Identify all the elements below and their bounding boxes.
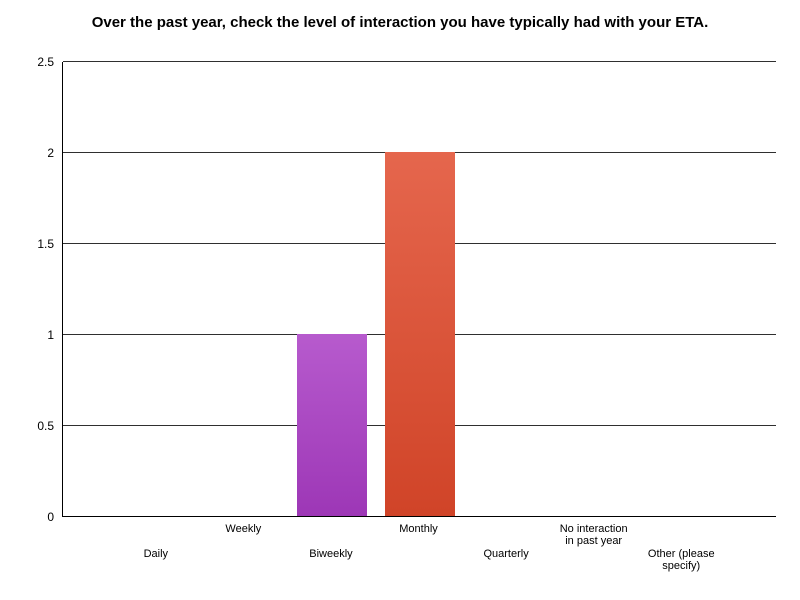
bar-slot: [288, 62, 376, 517]
x-axis-cell: Other (please specify): [637, 517, 725, 572]
x-axis-label: Biweekly: [309, 548, 353, 560]
bar: [384, 152, 455, 516]
x-axis-cell: Biweekly: [287, 517, 375, 572]
bar-slot: [376, 62, 464, 517]
y-axis-label: 2.5: [37, 55, 54, 69]
x-axis-cell: Quarterly: [462, 517, 550, 572]
x-axis-cell: Weekly: [200, 517, 288, 572]
y-axis-label: 0.5: [37, 419, 54, 433]
y-axis-label: 1: [47, 328, 54, 342]
y-axis-label: 2: [47, 146, 54, 160]
x-axis-cell: Daily: [112, 517, 200, 572]
bar-slot: [113, 62, 201, 517]
x-axis-cell: No interaction in past year: [550, 517, 638, 572]
x-axis-labels: Daily Weekly Biweekly Monthly Quarterly No in…: [62, 517, 775, 572]
bar: [296, 334, 367, 516]
x-axis-label: Quarterly: [483, 548, 529, 560]
bars: [63, 62, 776, 517]
x-axis-label: Daily: [143, 548, 169, 560]
bar-slot: [201, 62, 289, 517]
x-axis-label: Weekly: [225, 523, 262, 535]
bar-slot: [463, 62, 551, 517]
y-axis-label: 1.5: [37, 237, 54, 251]
bar-slot: [638, 62, 726, 517]
x-axis-label: Other (please specify): [647, 548, 715, 572]
plot-area: [62, 61, 776, 517]
y-axis-label: 0: [47, 510, 54, 524]
bar-slot: [551, 62, 639, 517]
chart-title: Over the past year, check the level of i…: [91, 14, 709, 31]
x-axis-cell: Monthly: [375, 517, 463, 572]
x-axis-label: No interaction in past year: [559, 523, 628, 547]
gridline: [63, 61, 776, 62]
x-axis-label: Monthly: [399, 523, 438, 535]
gridline: [63, 516, 776, 517]
